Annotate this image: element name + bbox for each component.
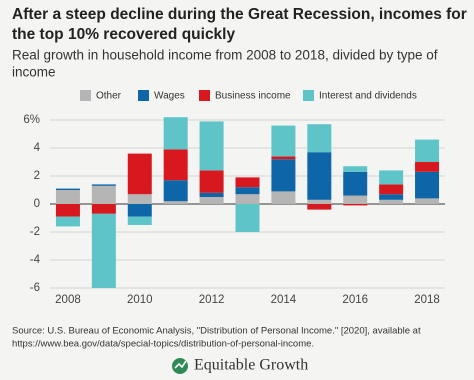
legend-label: Other <box>96 91 122 102</box>
bar-segment <box>127 153 152 195</box>
bar-segment <box>55 190 80 204</box>
source: Source: U.S. Bureau of Economic Analysis… <box>12 326 421 337</box>
bar-segment <box>91 213 116 288</box>
bar-segment <box>271 159 296 192</box>
legend-swatch <box>80 90 91 101</box>
bar-segment <box>55 188 80 190</box>
source: https://www.bea.gov/data/special-topics/… <box>12 339 314 350</box>
bar-segment <box>307 199 332 204</box>
bar-segment <box>379 194 404 200</box>
legend-swatch <box>138 90 149 101</box>
logo-mark <box>174 360 187 369</box>
bar-segment <box>127 204 152 217</box>
legend-swatch <box>303 90 314 101</box>
bar-segment <box>235 177 260 188</box>
bar-segment <box>127 194 152 204</box>
legend-label: Business income <box>215 91 291 102</box>
bar-segment <box>379 199 404 204</box>
bar-segment <box>163 117 188 150</box>
bar-segment <box>199 121 224 171</box>
x-tick-label: 2010 <box>127 294 153 306</box>
legend-label: Wages <box>154 91 185 102</box>
y-tick-label: 6% <box>23 114 40 126</box>
y-tick-label: -6 <box>30 282 40 294</box>
bar-segment <box>199 170 224 193</box>
bar-segment <box>199 192 224 197</box>
bar-segment <box>343 171 368 196</box>
legend-swatch <box>199 90 210 101</box>
bar-segment <box>199 197 224 204</box>
chart-title: After a steep decline during the Great R… <box>12 6 467 23</box>
bar-segment <box>163 149 188 181</box>
y-tick-label: 2 <box>34 170 40 182</box>
bar-segment <box>415 139 440 162</box>
bar-segment <box>307 204 332 210</box>
y-tick-label: -2 <box>30 226 40 238</box>
bar-segment <box>55 216 80 227</box>
bar-segment <box>91 184 116 186</box>
bar-segment <box>343 166 368 172</box>
logo <box>172 358 188 374</box>
y-tick-label: 4 <box>34 142 41 154</box>
subtitle: income <box>12 65 56 80</box>
bar-segment <box>307 124 332 153</box>
bar-segment <box>127 216 152 225</box>
subtitle: Real growth in household income from 200… <box>12 48 438 63</box>
bar-segment <box>91 185 116 204</box>
bar-segment <box>379 170 404 185</box>
bar-segment <box>379 184 404 195</box>
bar-segment <box>415 162 440 172</box>
legend-label: Interest and dividends <box>319 91 417 102</box>
chart-title: the top 10% recovered quickly <box>12 26 235 43</box>
bar-segment <box>55 204 80 217</box>
bar-segment <box>91 204 116 214</box>
bar-segment <box>235 187 260 195</box>
bar-segment <box>163 180 188 202</box>
bar-segment <box>343 204 368 206</box>
bar-segment <box>343 195 368 204</box>
bar-segment <box>235 204 260 232</box>
brand: Equitable Growth <box>194 357 308 374</box>
bar-segment <box>271 125 296 157</box>
bar-segment <box>271 156 296 160</box>
x-tick-label: 2012 <box>199 294 225 306</box>
bar-segment <box>271 191 296 204</box>
bar-segment <box>307 152 332 200</box>
y-tick-label: 0 <box>34 198 40 210</box>
x-tick-label: 2018 <box>414 294 440 306</box>
x-tick-label: 2008 <box>55 294 81 306</box>
bar-segment <box>415 198 440 204</box>
x-tick-label: 2016 <box>342 294 368 306</box>
bar-segment <box>415 171 440 199</box>
y-tick-label: -4 <box>30 254 41 266</box>
bar-segment <box>235 194 260 204</box>
bar-segment <box>163 201 188 204</box>
x-tick-label: 2014 <box>271 294 297 306</box>
